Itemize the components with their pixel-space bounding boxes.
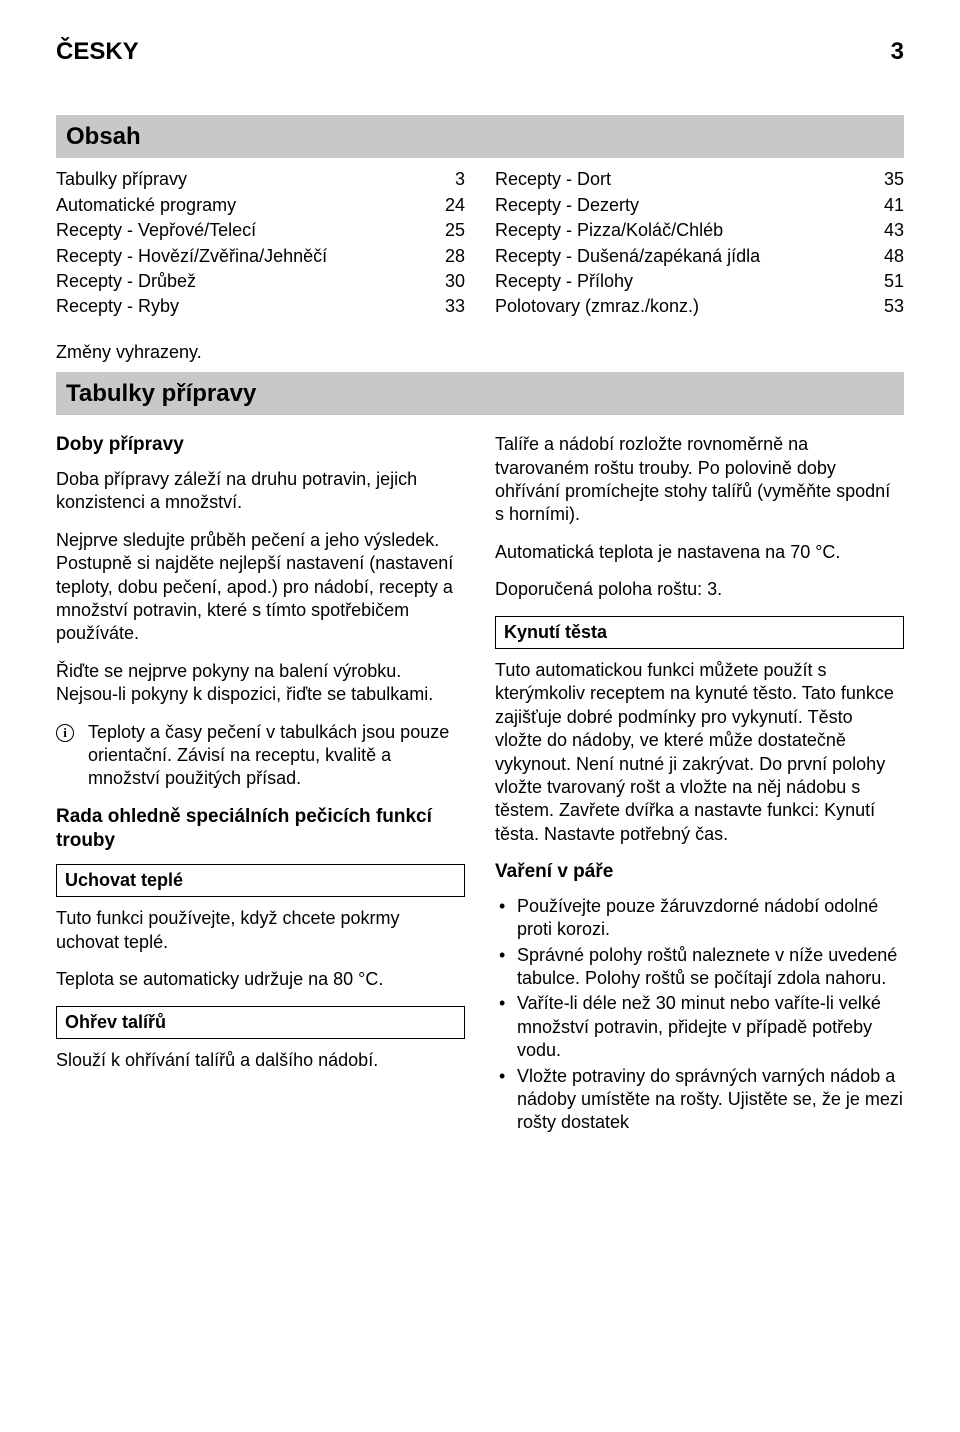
toc-page: 30 (445, 270, 465, 293)
toc-item: Tabulky přípravy 3 (56, 168, 465, 191)
page-header: ČESKY 3 (56, 36, 904, 67)
section-title: Tabulky přípravy (56, 372, 904, 415)
box-keep-warm: Uchovat teplé (56, 864, 465, 897)
para: Tuto funkci používejte, když chcete pokr… (56, 907, 465, 954)
steam-bullets: Používejte pouze žáruvzdorné nádobí odol… (495, 895, 904, 1135)
toc-label: Recepty - Dušená/zapékaná jídla (495, 245, 760, 268)
para: Řiďte se nejprve pokyny na balení výrobk… (56, 660, 465, 707)
toc-page: 28 (445, 245, 465, 268)
toc-item: Recepty - Pizza/Koláč/Chléb 43 (495, 219, 904, 242)
para: Nejprve sledujte průběh pečení a jeho vý… (56, 529, 465, 646)
toc-page: 3 (455, 168, 465, 191)
toc-page: 43 (884, 219, 904, 242)
toc-page: 48 (884, 245, 904, 268)
toc-page: 25 (445, 219, 465, 242)
toc-item: Polotovary (zmraz./konz.) 53 (495, 295, 904, 318)
toc-label: Recepty - Ryby (56, 295, 179, 318)
toc-label: Recepty - Vepřové/Telecí (56, 219, 256, 242)
toc-label: Recepty - Drůbež (56, 270, 196, 293)
toc-label: Recepty - Přílohy (495, 270, 633, 293)
toc-item: Recepty - Dort 35 (495, 168, 904, 191)
toc-page: 51 (884, 270, 904, 293)
toc-item: Automatické programy 24 (56, 194, 465, 217)
para: Doba přípravy záleží na druhu potravin, … (56, 468, 465, 515)
toc-label: Recepty - Hovězí/Zvěřina/Jehněčí (56, 245, 327, 268)
toc-page: 53 (884, 295, 904, 318)
toc-col-left: Tabulky přípravy 3 Automatické programy 24… (56, 168, 465, 320)
list-item: Používejte pouze žáruvzdorné nádobí odol… (495, 895, 904, 942)
toc-title: Obsah (56, 115, 904, 158)
toc-page: 24 (445, 194, 465, 217)
toc-page: 35 (884, 168, 904, 191)
toc-page: 41 (884, 194, 904, 217)
changes-note: Změny vyhrazeny. (56, 341, 904, 364)
info-icon: i (56, 724, 74, 742)
toc-col-right: Recepty - Dort 35 Recepty - Dezerty 41 Rec… (495, 168, 904, 320)
toc-label: Polotovary (zmraz./konz.) (495, 295, 699, 318)
toc-columns: Tabulky přípravy 3 Automatické programy 24… (56, 168, 904, 320)
para: Tuto automatickou funkci můžete použít s… (495, 659, 904, 846)
subhead-cooking-times: Doby přípravy (56, 433, 465, 458)
para: Talíře a nádobí rozložte rovnoměrně na t… (495, 433, 904, 527)
para: Doporučená poloha roštu: 3. (495, 578, 904, 601)
header-page-number: 3 (891, 36, 904, 67)
toc-label: Recepty - Dort (495, 168, 611, 191)
body-columns: Doby přípravy Doba přípravy záleží na dr… (56, 433, 904, 1136)
toc-page: 33 (445, 295, 465, 318)
list-item: Vložte potraviny do správných varných ná… (495, 1065, 904, 1135)
subhead-special-advice: Rada ohledně speciálních pečicích funkcí… (56, 805, 465, 854)
toc-item: Recepty - Drůbež 30 (56, 270, 465, 293)
toc-label: Recepty - Pizza/Koláč/Chléb (495, 219, 723, 242)
info-note: i Teploty a časy pečení v tabulkách jsou… (56, 721, 465, 791)
body-col-right: Talíře a nádobí rozložte rovnoměrně na t… (495, 433, 904, 1136)
list-item: Vaříte-li déle než 30 minut nebo vaříte-… (495, 992, 904, 1062)
toc-item: Recepty - Přílohy 51 (495, 270, 904, 293)
body-col-left: Doby přípravy Doba přípravy záleží na dr… (56, 433, 465, 1136)
toc-label: Automatické programy (56, 194, 236, 217)
header-left: ČESKY (56, 36, 139, 67)
toc-label: Tabulky přípravy (56, 168, 187, 191)
toc-label: Recepty - Dezerty (495, 194, 639, 217)
toc-item: Recepty - Dezerty 41 (495, 194, 904, 217)
subhead-steam-cooking: Vaření v páře (495, 860, 904, 885)
toc-item: Recepty - Dušená/zapékaná jídla 48 (495, 245, 904, 268)
para: Teplota se automaticky udržuje na 80 °C. (56, 968, 465, 991)
para: Automatická teplota je nastavena na 70 °… (495, 541, 904, 564)
list-item: Správné polohy roštů naleznete v níže uv… (495, 944, 904, 991)
toc-item: Recepty - Hovězí/Zvěřina/Jehněčí 28 (56, 245, 465, 268)
toc-item: Recepty - Vepřové/Telecí 25 (56, 219, 465, 242)
info-text: Teploty a časy pečení v tabulkách jsou p… (88, 721, 465, 791)
box-plate-heating: Ohřev talířů (56, 1006, 465, 1039)
para: Slouží k ohřívání talířů a dalšího nádob… (56, 1049, 465, 1072)
toc-item: Recepty - Ryby 33 (56, 295, 465, 318)
box-dough-rising: Kynutí těsta (495, 616, 904, 649)
